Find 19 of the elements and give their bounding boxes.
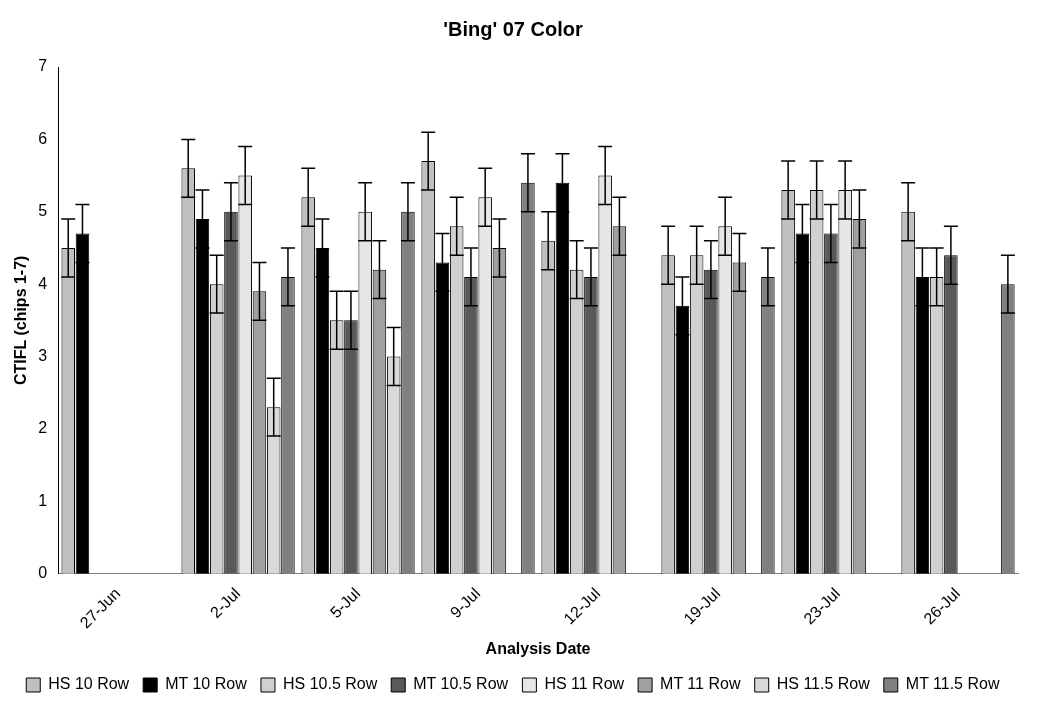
x-axis-title: Analysis Date — [485, 639, 591, 657]
y-tick-label: 4 — [38, 274, 48, 292]
legend-label: HS 11.5 Row — [776, 675, 871, 693]
chart-title: 'Bing' 07 Color — [443, 17, 583, 40]
y-tick-label: 1 — [38, 491, 48, 509]
legend-label: MT 10 Row — [165, 675, 248, 693]
y-tick-label: 6 — [38, 129, 48, 147]
y-tick-label: 2 — [38, 419, 48, 437]
legend-label: HS 10.5 Row — [282, 675, 378, 693]
y-tick-label: 3 — [38, 346, 48, 364]
y-tick-label: 5 — [38, 202, 48, 220]
y-tick-label: 7 — [38, 57, 48, 75]
y-axis-title: CTIFL (chips 1-7) — [12, 255, 30, 386]
legend-label: MT 11.5 Row — [905, 675, 1000, 693]
legend-label: HS 11 Row — [544, 675, 625, 693]
y-tick-label: 0 — [38, 564, 48, 582]
legend-label: HS 10 Row — [48, 675, 130, 693]
legend-label: MT 11 Row — [660, 675, 741, 693]
legend-label: MT 10.5 Row — [413, 675, 509, 693]
